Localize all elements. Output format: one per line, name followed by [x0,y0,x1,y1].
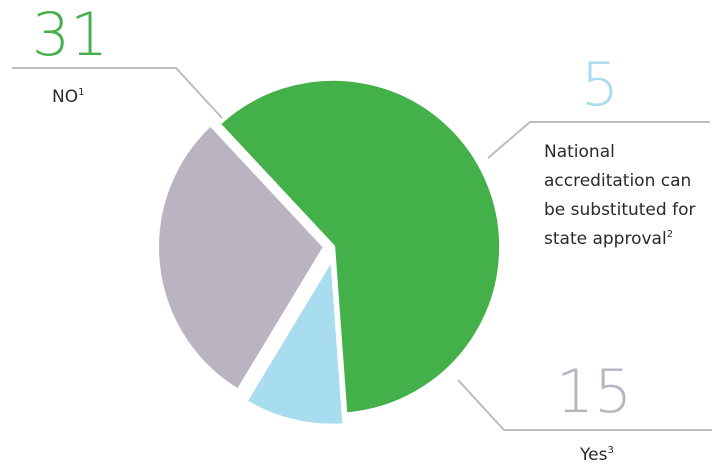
slice-label-national-line-2: accreditation can [544,171,691,191]
value-label-yes: 15 [556,357,632,427]
pie-slices [155,76,504,428]
pie-slice-yes [155,122,328,393]
slice-label-no: NO1 [52,87,84,107]
callout-line-national [487,121,710,159]
slice-label-national-line-4: state approval2 [544,229,673,249]
callout-line-yes [457,379,712,431]
value-label-no: 31 [32,0,108,70]
slice-label-national-line-3: be substituted for [544,200,695,220]
value-label-national: 5 [581,50,619,120]
pie-slice-no [216,76,504,417]
slice-label-yes: Yes3 [579,445,614,465]
callout-line-no [12,67,223,119]
pie-slice-national-accreditation [243,255,347,428]
slice-label-national-line-1: National [544,142,615,162]
